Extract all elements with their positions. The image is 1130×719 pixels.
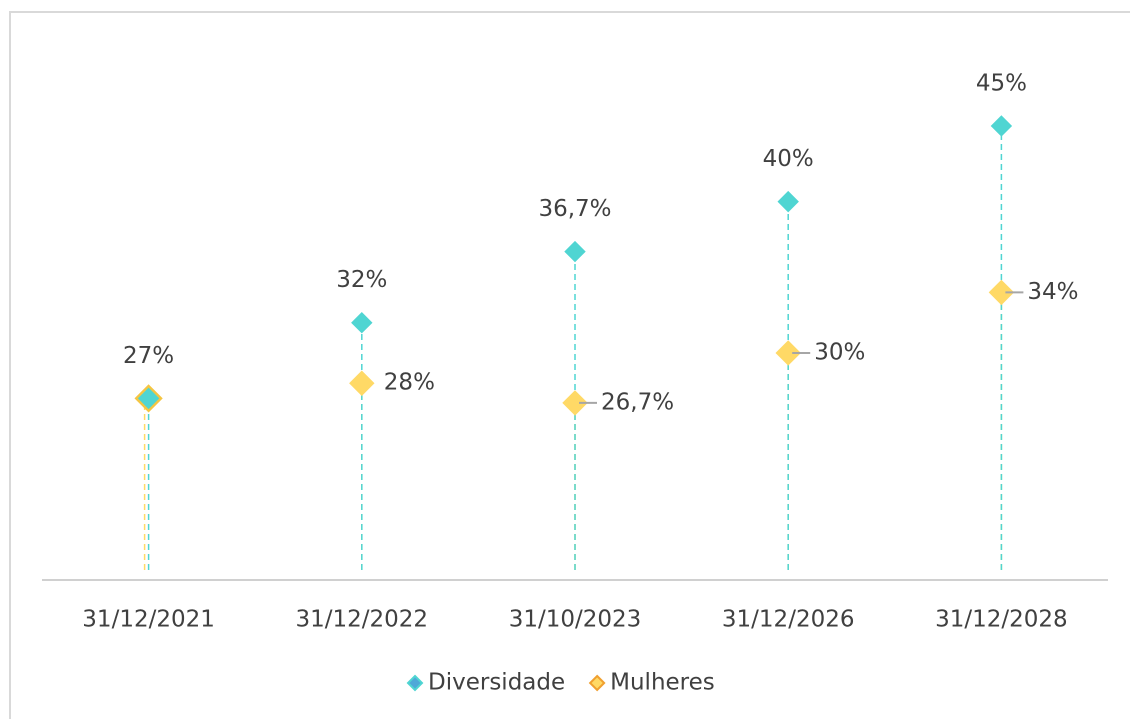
marker [564, 240, 586, 263]
data-label: 36,7% [538, 196, 611, 222]
data-label: 40% [763, 146, 814, 172]
marker [349, 370, 375, 396]
legend-label: Mulheres [610, 670, 715, 696]
marker [351, 311, 373, 334]
marker [562, 390, 588, 416]
data-label: 27% [123, 343, 174, 369]
data-label: 34% [1027, 279, 1078, 305]
marker [988, 279, 1015, 306]
data-label: 28% [384, 370, 435, 396]
legend-marker [588, 674, 606, 692]
marker [990, 115, 1013, 137]
marker [775, 340, 801, 366]
data-label: 30% [814, 339, 865, 365]
x-tick-label: 31/12/2028 [935, 607, 1068, 633]
x-tick-label: 31/12/2021 [82, 607, 215, 633]
legend-marker [406, 674, 424, 692]
x-tick-label: 31/10/2023 [509, 607, 642, 633]
data-label: 26,7% [601, 389, 674, 415]
data-label: 32% [336, 267, 387, 293]
chart-frame [9, 11, 1130, 719]
marker [137, 387, 160, 410]
legend-label: Diversidade [428, 670, 565, 696]
x-tick-label: 31/12/2026 [722, 607, 855, 633]
data-label: 45% [976, 70, 1027, 96]
x-tick-label: 31/12/2022 [296, 607, 429, 633]
marker [777, 190, 799, 213]
